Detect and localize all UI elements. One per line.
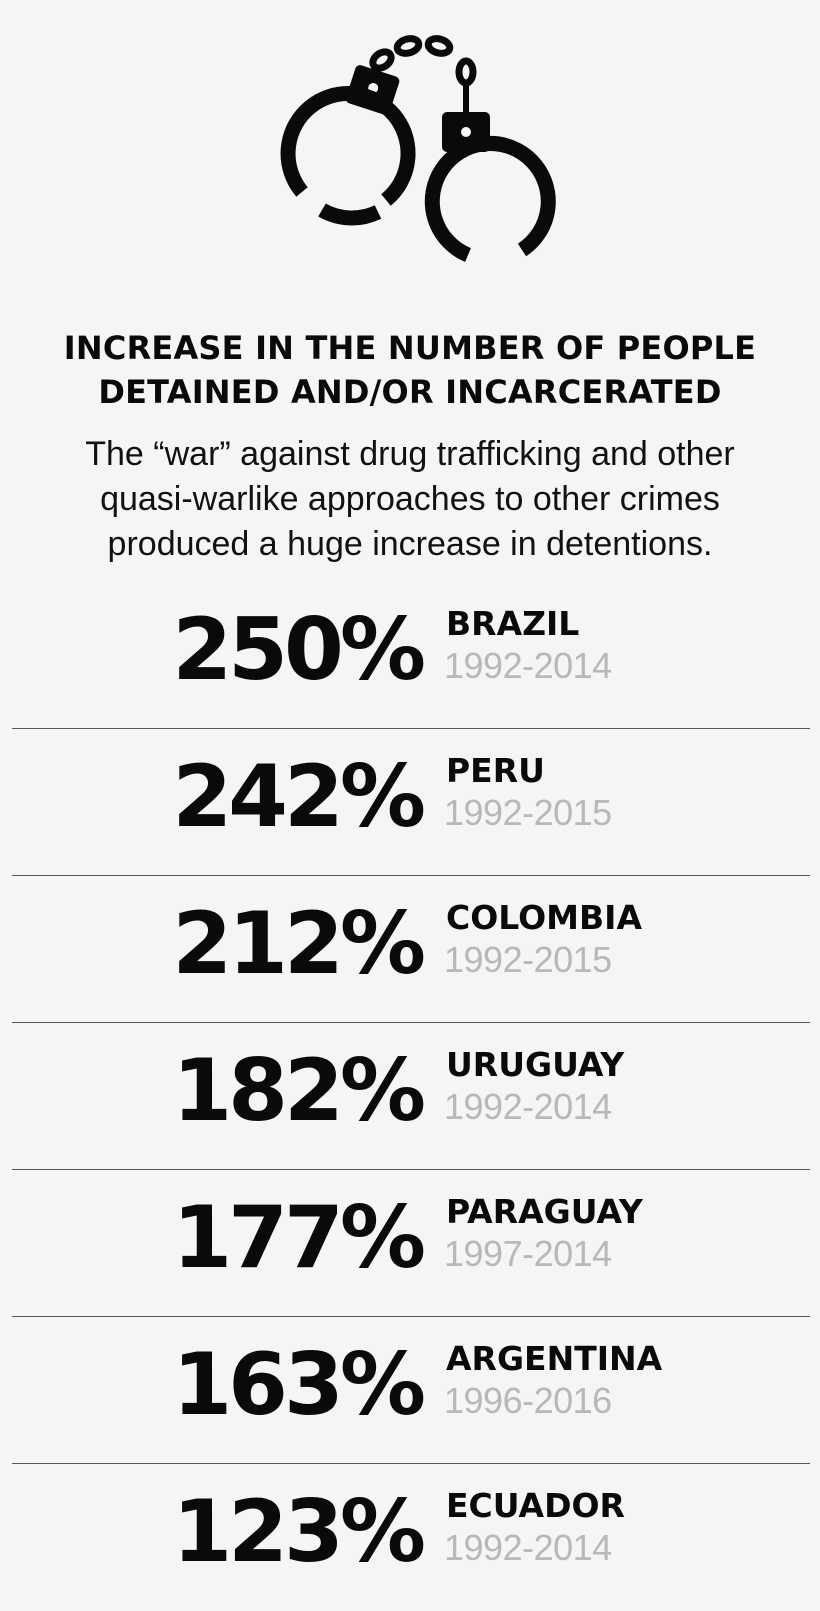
stat-value: 242% xyxy=(172,747,426,847)
handcuffs-icon xyxy=(0,30,820,290)
stat-years: 1992-2014 xyxy=(444,645,612,686)
stat-row-peru: 242% PERU 1992-2015 xyxy=(12,729,810,876)
stat-years: 1992-2014 xyxy=(444,1527,612,1568)
stat-row-ecuador: 123% ECUADOR 1992-2014 xyxy=(12,1464,810,1611)
stats-list: 250% BRAZIL 1992-2014 242% PERU 1992-201… xyxy=(12,582,810,1611)
handcuffs-svg xyxy=(280,35,556,262)
stat-years: 1996-2016 xyxy=(444,1380,612,1421)
stat-country: BRAZIL xyxy=(446,604,580,643)
stat-value: 182% xyxy=(172,1041,426,1141)
stat-value: 123% xyxy=(172,1482,426,1582)
subtitle-line-2: quasi-warlike approaches to other crimes xyxy=(100,480,720,518)
stat-value: 163% xyxy=(172,1335,426,1435)
stat-country: PERU xyxy=(446,751,545,790)
stat-years: 1992-2015 xyxy=(444,939,612,980)
stat-years: 1992-2014 xyxy=(444,1086,612,1127)
stat-country: URUGUAY xyxy=(446,1045,625,1084)
stat-years: 1997-2014 xyxy=(444,1233,612,1274)
stat-country: ECUADOR xyxy=(446,1486,625,1525)
stat-row-brazil: 250% BRAZIL 1992-2014 xyxy=(12,582,810,729)
subtitle-line-1: The “war” against drug trafficking and o… xyxy=(85,435,735,473)
chart-title: INCREASE IN THE NUMBER OF PEOPLE DETAINE… xyxy=(0,326,820,414)
title-line-1: INCREASE IN THE NUMBER OF PEOPLE xyxy=(63,329,757,367)
stat-years: 1992-2015 xyxy=(444,792,612,833)
stat-country: PARAGUAY xyxy=(446,1192,643,1231)
title-line-2: DETAINED AND/OR INCARCERATED xyxy=(98,373,722,411)
subtitle-line-3: produced a huge increase in detentions. xyxy=(107,525,713,563)
stat-row-paraguay: 177% PARAGUAY 1997-2014 xyxy=(12,1170,810,1317)
stat-country: COLOMBIA xyxy=(446,898,642,937)
stat-value: 212% xyxy=(172,894,426,994)
stat-row-colombia: 212% COLOMBIA 1992-2015 xyxy=(12,876,810,1023)
stat-row-argentina: 163% ARGENTINA 1996-2016 xyxy=(12,1317,810,1464)
stat-value: 177% xyxy=(172,1188,426,1288)
stat-country: ARGENTINA xyxy=(446,1339,663,1378)
stat-value: 250% xyxy=(172,600,426,700)
stat-row-uruguay: 182% URUGUAY 1992-2014 xyxy=(12,1023,810,1170)
chart-subtitle: The “war” against drug trafficking and o… xyxy=(0,432,820,567)
